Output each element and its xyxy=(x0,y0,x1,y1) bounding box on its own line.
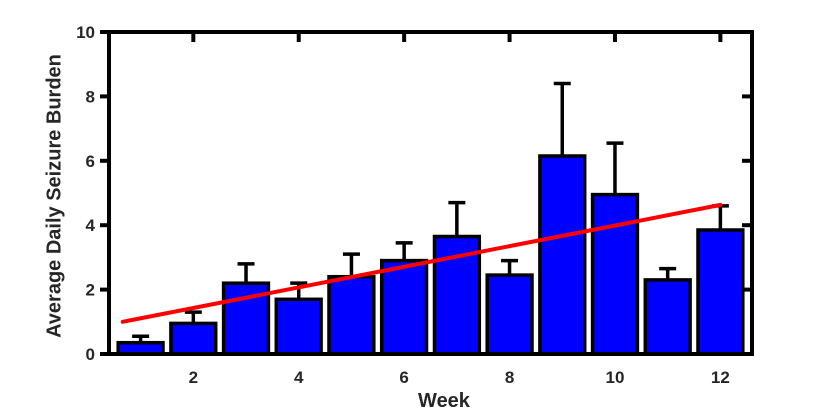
bar-week-10 xyxy=(590,192,640,356)
y-axis-label: Average Daily Seizure Burden xyxy=(43,54,66,338)
bar-week-9 xyxy=(538,154,587,356)
bar-week-4 xyxy=(274,297,323,356)
x-axis-label: Week xyxy=(418,390,470,412)
x-tick-label-10: 10 xyxy=(606,368,625,387)
x-tick-label-2: 2 xyxy=(189,368,198,387)
y-tick-label-8: 8 xyxy=(86,87,95,106)
bar-week-5 xyxy=(327,274,376,356)
x-tick-label-4: 4 xyxy=(294,368,304,387)
y-tick-label-6: 6 xyxy=(86,152,95,171)
y-tick-label-2: 2 xyxy=(86,281,95,300)
bar-week-6 xyxy=(379,258,429,356)
axis-box xyxy=(107,30,754,356)
bar-week-11 xyxy=(643,278,692,356)
bar-week-12 xyxy=(696,228,745,356)
bar-week-2 xyxy=(169,321,218,356)
x-axis-label-wrap: Week xyxy=(0,390,832,413)
y-tick-label-0: 0 xyxy=(86,345,95,364)
bar-week-8 xyxy=(485,273,534,356)
x-tick-label-6: 6 xyxy=(399,368,408,387)
y-tick-label-10: 10 xyxy=(76,23,95,42)
trend-line xyxy=(120,202,723,324)
y-tick-label-4: 4 xyxy=(86,216,96,235)
x-tick-label-12: 12 xyxy=(711,368,730,387)
x-tick-label-8: 8 xyxy=(505,368,514,387)
